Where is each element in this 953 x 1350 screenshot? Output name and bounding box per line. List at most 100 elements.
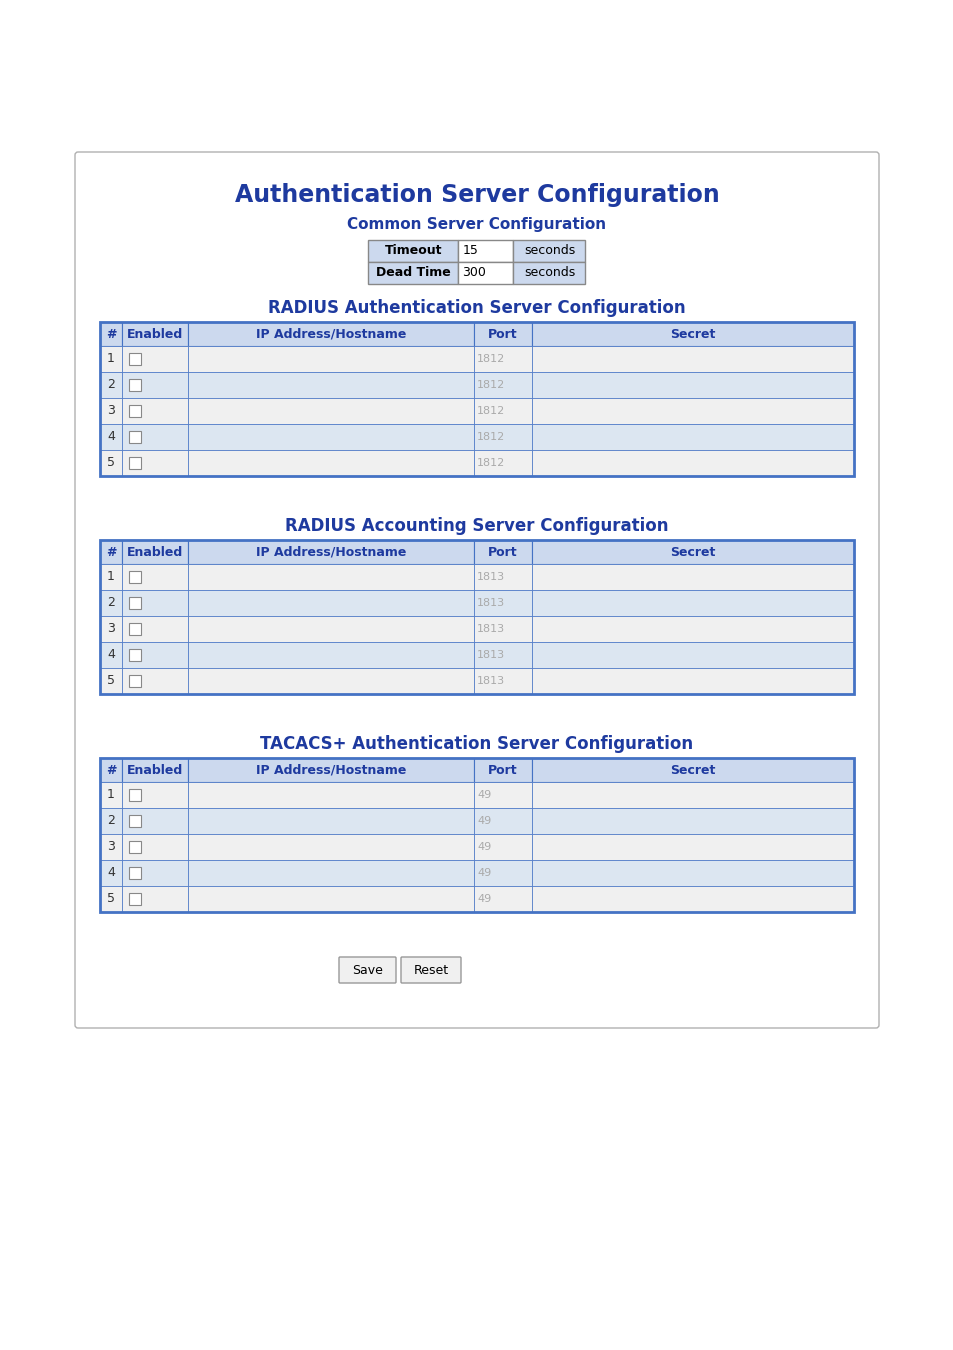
Text: 1812: 1812 [476, 432, 505, 441]
Bar [129, 675, 141, 687]
Bar [474, 450, 532, 477]
Text: 5: 5 [107, 675, 115, 687]
Bar [474, 782, 532, 809]
Text: #: # [106, 545, 116, 559]
Bar [122, 616, 188, 643]
Text: Secret: Secret [670, 328, 715, 340]
Bar [458, 262, 513, 284]
Bar [532, 564, 853, 590]
Bar [100, 450, 122, 477]
Bar [122, 564, 188, 590]
Bar [188, 373, 474, 398]
Bar [532, 616, 853, 643]
Bar [122, 809, 188, 834]
Bar [368, 240, 458, 262]
Text: 49: 49 [476, 842, 491, 852]
Text: 2: 2 [107, 814, 114, 828]
Bar [532, 886, 853, 913]
Text: RADIUS Authentication Server Configuration: RADIUS Authentication Server Configurati… [268, 298, 685, 317]
Text: Secret: Secret [670, 545, 715, 559]
Bar [188, 398, 474, 424]
Bar [100, 616, 122, 643]
Text: 1813: 1813 [476, 676, 504, 686]
Bar [122, 346, 188, 373]
Text: 1812: 1812 [476, 354, 505, 364]
Bar [474, 373, 532, 398]
Bar [129, 597, 141, 609]
Bar [122, 323, 188, 346]
Bar [122, 590, 188, 616]
Bar [532, 590, 853, 616]
Text: 49: 49 [476, 894, 491, 904]
Text: 15: 15 [462, 244, 477, 258]
Bar [100, 564, 122, 590]
Bar [188, 424, 474, 450]
Bar [100, 886, 122, 913]
Text: 3: 3 [107, 622, 114, 636]
Bar [100, 424, 122, 450]
Bar [100, 540, 122, 564]
Bar [532, 668, 853, 694]
Bar [188, 564, 474, 590]
Bar [474, 809, 532, 834]
Text: IP Address/Hostname: IP Address/Hostname [255, 328, 406, 340]
Bar [474, 564, 532, 590]
Bar [129, 431, 141, 443]
Bar [129, 841, 141, 853]
Text: Enabled: Enabled [127, 764, 183, 776]
Bar [129, 788, 141, 801]
Bar [368, 262, 458, 284]
Bar [513, 262, 585, 284]
Bar [474, 643, 532, 668]
Bar [122, 450, 188, 477]
Bar [129, 815, 141, 828]
Bar [129, 379, 141, 391]
Bar [532, 860, 853, 886]
Bar [532, 398, 853, 424]
Bar [188, 860, 474, 886]
Text: Authentication Server Configuration: Authentication Server Configuration [234, 184, 719, 207]
Bar [188, 616, 474, 643]
Bar [122, 782, 188, 809]
Bar [474, 424, 532, 450]
Text: Port: Port [488, 545, 517, 559]
Text: TACACS+ Authentication Server Configuration: TACACS+ Authentication Server Configurat… [260, 734, 693, 753]
Bar [532, 346, 853, 373]
Bar [100, 323, 122, 346]
Bar [122, 398, 188, 424]
Text: 5: 5 [107, 456, 115, 470]
Text: 1813: 1813 [476, 598, 504, 608]
Bar [122, 886, 188, 913]
Bar [122, 834, 188, 860]
Text: IP Address/Hostname: IP Address/Hostname [255, 545, 406, 559]
Bar [188, 346, 474, 373]
Bar [474, 834, 532, 860]
Text: IP Address/Hostname: IP Address/Hostname [255, 764, 406, 776]
Text: 2: 2 [107, 378, 114, 392]
Bar [100, 590, 122, 616]
Bar [100, 323, 853, 477]
Bar [532, 323, 853, 346]
Bar [532, 834, 853, 860]
Bar [188, 834, 474, 860]
Bar [129, 867, 141, 879]
Bar [129, 622, 141, 634]
Text: 1812: 1812 [476, 379, 505, 390]
Bar [188, 809, 474, 834]
Bar [100, 643, 122, 668]
Bar [188, 668, 474, 694]
Bar [100, 346, 122, 373]
Bar [100, 668, 122, 694]
Bar [188, 540, 474, 564]
Bar [458, 240, 513, 262]
Bar [532, 540, 853, 564]
Bar [532, 424, 853, 450]
Bar [474, 886, 532, 913]
Bar [188, 886, 474, 913]
Bar [100, 809, 122, 834]
Text: 4: 4 [107, 648, 114, 662]
Bar [474, 398, 532, 424]
Text: 5: 5 [107, 892, 115, 906]
FancyBboxPatch shape [338, 957, 395, 983]
Text: 1813: 1813 [476, 649, 504, 660]
